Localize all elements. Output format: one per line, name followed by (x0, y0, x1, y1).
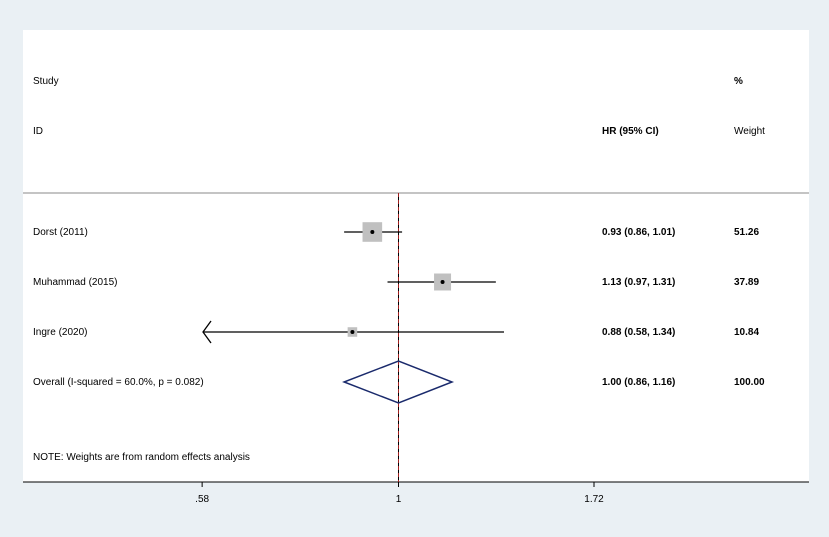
study-label: Muhammad (2015) (33, 277, 117, 288)
study-label: Dorst (2011) (33, 227, 88, 238)
header-weight: Weight (734, 126, 765, 137)
study-label: Ingre (2020) (33, 327, 87, 338)
overall-weight: 100.00 (734, 377, 765, 388)
footnote: NOTE: Weights are from random effects an… (33, 452, 250, 463)
overall-diamond (342, 360, 455, 404)
x-tick-label: .58 (195, 494, 209, 505)
x-tick-label: 1.72 (584, 494, 604, 505)
study-point (440, 280, 445, 284)
study-hr-ci: 0.93 (0.86, 1.01) (602, 227, 675, 238)
study-weight: 37.89 (734, 277, 759, 288)
study-hr-ci: 0.88 (0.58, 1.34) (602, 327, 675, 338)
study-weight: 51.26 (734, 227, 759, 238)
study-rows: Dorst (2011) 0.93 (0.86, 1.01) 51.26 Muhamm… (33, 222, 765, 404)
header-hr: HR (95% CI) (602, 126, 659, 137)
overall-label: Overall (I-squared = 60.0%, p = 0.082) (33, 377, 204, 388)
plot-area (23, 30, 809, 482)
truncation-arrow (202, 320, 212, 344)
study-weight: 10.84 (734, 327, 759, 338)
study-hr-ci: 1.13 (0.97, 1.31) (602, 277, 675, 288)
header-id: ID (33, 126, 43, 137)
x-tick-label: 1 (396, 494, 402, 505)
x-ticks: .58 1 1.72 (195, 482, 604, 505)
overall-hr-ci: 1.00 (0.86, 1.16) (602, 377, 675, 388)
header-percent: % (734, 76, 743, 87)
study-point (350, 330, 355, 334)
study-point (370, 230, 375, 234)
header-study: Study (33, 76, 59, 87)
